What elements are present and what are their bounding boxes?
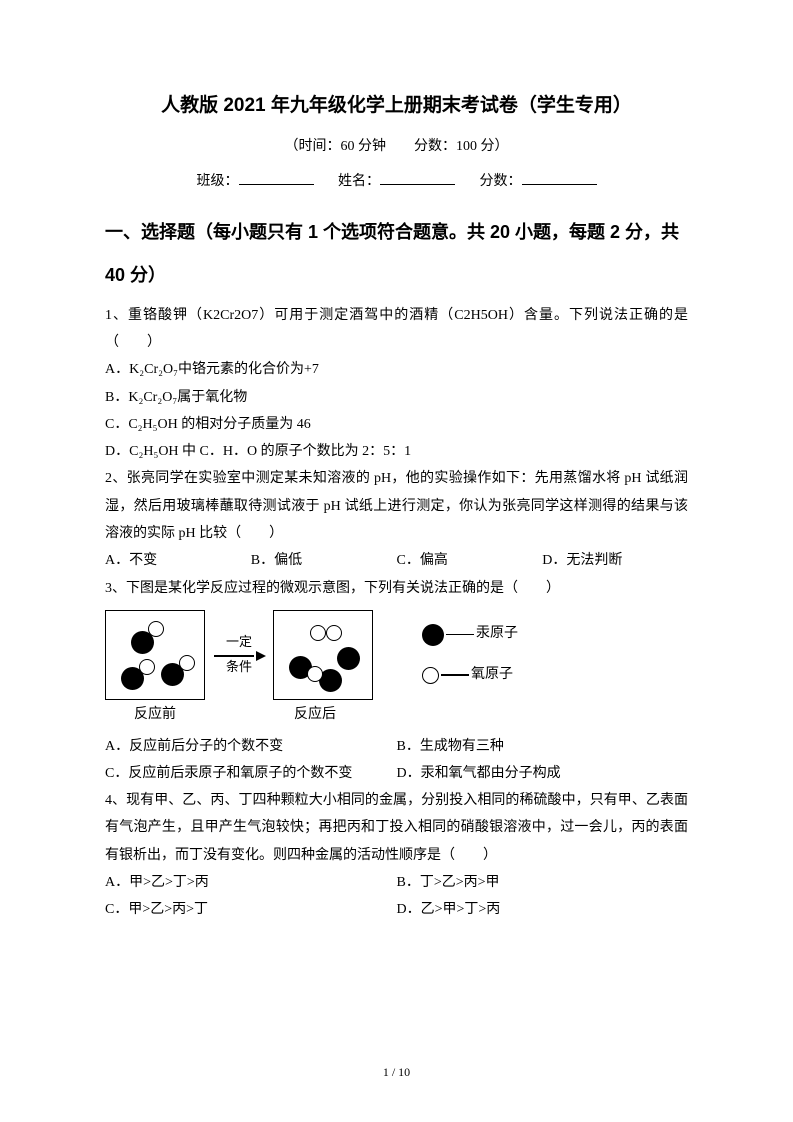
legend-line-icon [441, 674, 469, 676]
q2-opt-a: A．不变 [105, 547, 251, 574]
q1-opt-c: C．C₂H₅OH 的相对分子质量为 46 [105, 411, 688, 438]
arrow-condition: 一定 条件 [213, 630, 265, 679]
cond-text-2: 条件 [226, 655, 252, 680]
q2-opt-b: B．偏低 [251, 547, 397, 574]
q1-opt-a: A．K₂Cr₂O₇中铬元素的化合价为+7 [105, 356, 688, 383]
name-label: 姓名： [338, 174, 380, 189]
q4-opt-b: B．丁>乙>丙>甲 [397, 869, 689, 896]
q3-stem: 3、下图是某化学反应过程的微观示意图，下列有关说法正确的是（ ） [105, 575, 688, 602]
q3-options-row1: A．反应前后分子的个数不变 B．生成物有三种 [105, 733, 688, 760]
hollow-atom-icon [422, 667, 439, 684]
q4-opt-c: C．甲>乙>丙>丁 [105, 896, 397, 923]
q4-options-row2: C．甲>乙>丙>丁 D．乙>甲>丁>丙 [105, 896, 688, 923]
q3-opt-a: A．反应前后分子的个数不变 [105, 733, 397, 760]
class-blank[interactable] [239, 171, 314, 185]
caption-after: 反应后 [265, 702, 365, 729]
exam-subtitle: （时间：60 分钟 分数：100 分） [105, 134, 688, 161]
score-label: 分数： [480, 174, 522, 189]
legend: 汞原子 氧原子 [422, 621, 518, 688]
q4-options-row1: A．甲>乙>丁>丙 B．丁>乙>丙>甲 [105, 869, 688, 896]
legend-hg-label: 汞原子 [476, 621, 518, 648]
arrow-icon [214, 655, 264, 657]
after-box [273, 610, 373, 700]
q4-stem: 4、现有甲、乙、丙、丁四种颗粒大小相同的金属，分别投入相同的稀硫酸中，只有甲、乙… [105, 787, 688, 869]
q1-stem: 1、重铬酸钾（K2Cr2O7）可用于测定酒驾中的酒精（C2H5OH）含量。下列说… [105, 302, 688, 357]
before-box [105, 610, 205, 700]
legend-o-label: 氧原子 [471, 662, 513, 689]
exam-title: 人教版 2021 年九年级化学上册期末考试卷（学生专用） [105, 88, 688, 124]
student-info-line: 班级： 姓名： 分数： [105, 169, 688, 196]
q1-opt-d: D．C₂H₅OH 中 C．H．O 的原子个数比为 2：5：1 [105, 438, 688, 465]
q2-opt-d: D．无法判断 [542, 547, 688, 574]
q4-opt-d: D．乙>甲>丁>丙 [397, 896, 689, 923]
score-blank[interactable] [522, 171, 597, 185]
q4-opt-a: A．甲>乙>丁>丙 [105, 869, 397, 896]
q3-opt-c: C．反应前后汞原子和氧原子的个数不变 [105, 760, 397, 787]
legend-o: 氧原子 [422, 662, 518, 689]
reaction-diagram: 一定 条件 汞原子 氧原子 [105, 610, 688, 700]
q1-opt-b: B．K₂Cr₂O₇属于氧化物 [105, 384, 688, 411]
diagram-captions: 反应前 反应后 [105, 702, 688, 729]
q3-opt-d: D．汞和氧气都由分子构成 [397, 760, 689, 787]
caption-before: 反应前 [105, 702, 205, 729]
class-label: 班级： [197, 174, 239, 189]
q2-opt-c: C．偏高 [397, 547, 543, 574]
q2-options: A．不变 B．偏低 C．偏高 D．无法判断 [105, 547, 688, 574]
q3-options-row2: C．反应前后汞原子和氧原子的个数不变 D．汞和氧气都由分子构成 [105, 760, 688, 787]
section-1-heading: 一、选择题（每小题只有 1 个选项符合题意。共 20 小题，每题 2 分，共 4… [105, 211, 688, 297]
q2-stem: 2、张亮同学在实验室中测定某未知溶液的 pH，他的实验操作如下：先用蒸馏水将 p… [105, 465, 688, 547]
legend-line-icon [446, 634, 474, 636]
filled-atom-icon [422, 624, 444, 646]
legend-hg: 汞原子 [422, 621, 518, 648]
page-number: 1 / 10 [0, 1061, 793, 1084]
name-blank[interactable] [380, 171, 455, 185]
q3-opt-b: B．生成物有三种 [397, 733, 689, 760]
cond-text-1: 一定 [226, 630, 252, 655]
